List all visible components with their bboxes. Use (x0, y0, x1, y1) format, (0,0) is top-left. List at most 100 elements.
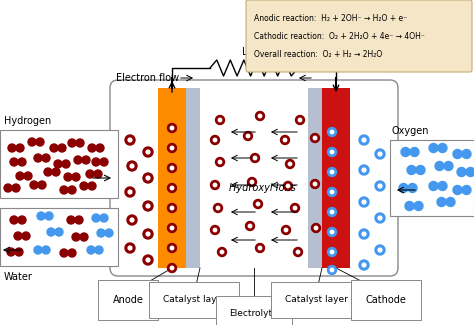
Text: Overall reaction:  O₂ + H₂ → 2H₂O: Overall reaction: O₂ + H₂ → 2H₂O (254, 50, 382, 59)
Circle shape (330, 190, 334, 194)
Circle shape (167, 184, 176, 192)
Circle shape (328, 248, 337, 256)
Circle shape (330, 250, 334, 254)
Circle shape (256, 202, 260, 206)
Circle shape (375, 245, 385, 255)
Circle shape (34, 246, 42, 254)
Circle shape (438, 144, 447, 152)
Circle shape (146, 150, 150, 154)
Circle shape (167, 264, 176, 272)
Circle shape (359, 135, 369, 145)
Circle shape (283, 138, 287, 142)
Circle shape (246, 222, 255, 230)
Circle shape (330, 230, 334, 234)
Circle shape (167, 243, 176, 253)
Circle shape (438, 181, 447, 190)
Circle shape (281, 136, 290, 145)
Circle shape (286, 184, 290, 188)
Circle shape (462, 186, 471, 194)
Circle shape (216, 158, 225, 166)
Circle shape (58, 144, 66, 152)
Circle shape (68, 249, 76, 257)
Circle shape (298, 118, 302, 122)
Circle shape (130, 218, 134, 222)
Circle shape (401, 148, 410, 157)
Circle shape (429, 144, 438, 152)
Circle shape (216, 115, 225, 124)
Circle shape (220, 250, 224, 254)
Circle shape (82, 156, 90, 164)
Circle shape (284, 228, 288, 232)
Circle shape (12, 184, 20, 192)
Circle shape (213, 183, 217, 187)
Circle shape (328, 266, 337, 275)
Circle shape (143, 255, 153, 265)
Circle shape (359, 260, 369, 270)
Bar (308, 88, 322, 268)
Circle shape (146, 176, 150, 180)
Circle shape (44, 168, 52, 176)
Circle shape (94, 170, 102, 178)
Circle shape (74, 156, 82, 164)
Circle shape (254, 200, 263, 209)
Circle shape (416, 165, 425, 175)
Circle shape (293, 248, 302, 256)
Circle shape (92, 158, 100, 166)
Circle shape (95, 246, 103, 254)
Circle shape (310, 179, 319, 188)
Circle shape (213, 228, 217, 232)
Circle shape (96, 144, 104, 152)
Circle shape (216, 206, 220, 210)
Circle shape (34, 154, 42, 162)
Circle shape (146, 258, 150, 262)
Circle shape (453, 186, 462, 194)
Circle shape (64, 173, 72, 181)
Text: Hydrogen: Hydrogen (4, 116, 51, 126)
Circle shape (213, 138, 217, 142)
Bar (390, 140, 474, 216)
Circle shape (435, 162, 444, 171)
Circle shape (170, 186, 173, 190)
Circle shape (18, 158, 26, 166)
Circle shape (92, 214, 100, 222)
Circle shape (7, 248, 15, 256)
Circle shape (359, 165, 369, 175)
Circle shape (170, 226, 173, 230)
Circle shape (437, 198, 446, 206)
Circle shape (293, 206, 297, 210)
Text: Anodic reaction:  H₂ + 2OH⁻ → H₂O + e⁻: Anodic reaction: H₂ + 2OH⁻ → H₂O + e⁻ (254, 14, 407, 23)
Circle shape (28, 138, 36, 146)
Circle shape (362, 263, 366, 267)
Circle shape (97, 229, 105, 237)
Circle shape (16, 144, 24, 152)
Circle shape (362, 200, 366, 204)
Circle shape (255, 111, 264, 121)
Circle shape (167, 144, 176, 152)
Circle shape (446, 198, 455, 206)
Circle shape (16, 172, 24, 180)
Circle shape (24, 172, 32, 180)
Circle shape (60, 249, 68, 257)
Circle shape (219, 160, 222, 164)
Circle shape (219, 118, 222, 122)
Text: Cathodic reaction:  O₂ + 2H₂O + 4e⁻ → 4OH⁻: Cathodic reaction: O₂ + 2H₂O + 4e⁻ → 4OH… (254, 32, 425, 41)
Circle shape (68, 186, 76, 194)
Circle shape (167, 163, 176, 173)
Circle shape (328, 148, 337, 157)
Circle shape (87, 246, 95, 254)
Circle shape (170, 206, 173, 210)
Circle shape (457, 167, 466, 176)
Circle shape (248, 224, 252, 228)
Circle shape (167, 124, 176, 133)
Text: Catalyst layer: Catalyst layer (284, 295, 347, 305)
Circle shape (8, 144, 16, 152)
Circle shape (414, 202, 423, 211)
Circle shape (167, 224, 176, 232)
Circle shape (54, 160, 62, 168)
Circle shape (86, 170, 94, 178)
Circle shape (146, 232, 150, 236)
Circle shape (375, 213, 385, 223)
Circle shape (75, 216, 83, 224)
Circle shape (250, 180, 254, 184)
Circle shape (375, 181, 385, 191)
